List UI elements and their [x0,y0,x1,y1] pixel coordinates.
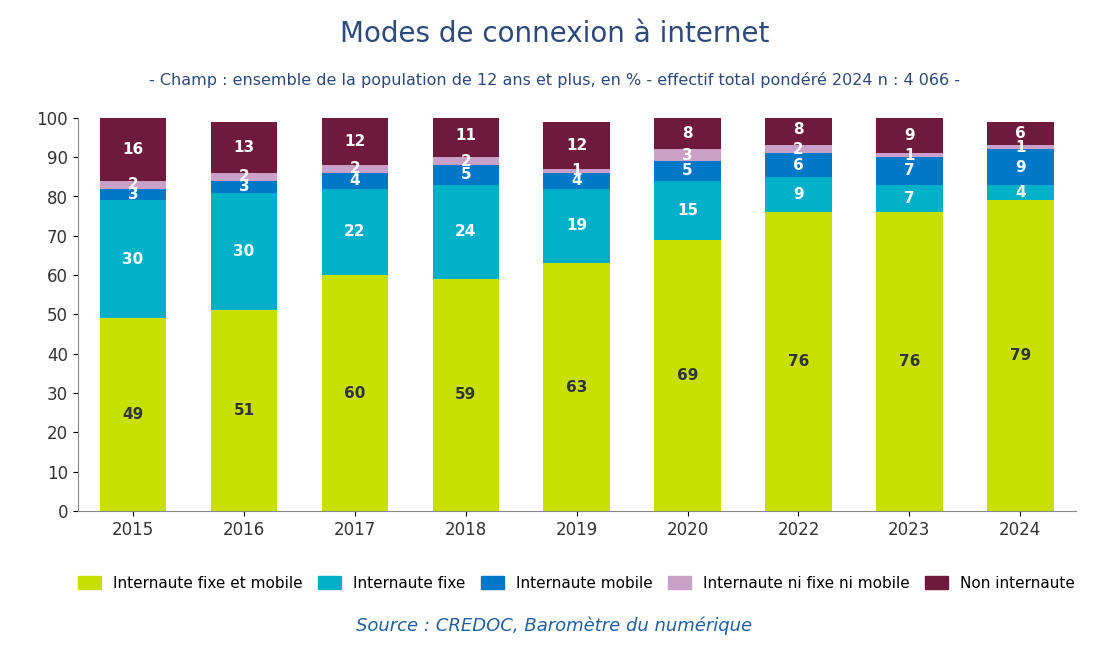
Text: 9: 9 [904,128,915,143]
Bar [543,189,610,263]
Bar [876,212,943,511]
Text: 16: 16 [122,142,144,157]
Text: 30: 30 [122,252,144,267]
Bar [876,118,943,153]
Text: 12: 12 [566,138,588,153]
Bar [765,114,832,145]
Text: 3: 3 [238,179,250,194]
Bar [100,181,166,189]
Bar [433,279,499,511]
Bar [322,118,388,165]
Bar [987,149,1054,185]
Text: 76: 76 [787,354,810,369]
Text: - Champ : ensemble de la population de 12 ans et plus, en % - effectif total pon: - Champ : ensemble de la population de 1… [149,72,960,88]
Text: 6: 6 [793,158,804,172]
Text: 22: 22 [344,225,366,239]
Bar [100,189,166,200]
Text: 4: 4 [1015,185,1026,200]
Text: 2: 2 [128,178,139,192]
Bar [433,157,499,165]
Text: 79: 79 [1009,348,1031,363]
Bar [322,165,388,173]
Text: 5: 5 [460,168,471,182]
Text: 2: 2 [460,154,471,168]
Text: 2: 2 [793,142,804,157]
Bar [211,310,277,511]
Text: 4: 4 [349,174,360,188]
Bar [433,114,499,157]
Text: 4: 4 [571,174,582,188]
Bar [654,118,721,149]
Bar [543,122,610,169]
Text: 1: 1 [1015,140,1026,155]
Bar [765,212,832,511]
Bar [543,173,610,189]
Text: 9: 9 [1015,160,1026,174]
Bar [876,185,943,212]
Text: 30: 30 [233,244,255,259]
Bar [211,122,277,173]
Bar [765,153,832,177]
Text: 76: 76 [898,354,920,369]
Text: 6: 6 [1015,126,1026,141]
Bar [211,173,277,181]
Bar [765,177,832,212]
Bar [433,165,499,185]
Bar [876,153,943,157]
Text: 60: 60 [344,386,366,400]
Text: 3: 3 [128,187,139,202]
Bar [100,118,166,181]
Text: Modes de connexion à internet: Modes de connexion à internet [339,20,770,48]
Bar [322,189,388,275]
Text: 5: 5 [682,164,693,178]
Bar [987,122,1054,145]
Text: 8: 8 [682,126,693,141]
Text: 59: 59 [455,388,477,402]
Bar [987,145,1054,149]
Bar [433,185,499,279]
Text: 1: 1 [571,164,582,178]
Text: 2: 2 [238,170,250,184]
Text: 12: 12 [344,134,366,149]
Bar [322,275,388,511]
Text: 1: 1 [904,148,915,162]
Text: 51: 51 [233,403,255,418]
Bar [654,161,721,181]
Text: 15: 15 [676,203,699,217]
Legend: Internaute fixe et mobile, Internaute fixe, Internaute mobile, Internaute ni fix: Internaute fixe et mobile, Internaute fi… [72,570,1081,597]
Bar [211,181,277,193]
Bar [654,240,721,511]
Text: 3: 3 [682,148,693,162]
Text: 8: 8 [793,122,804,137]
Text: 19: 19 [566,219,588,233]
Text: 49: 49 [122,407,144,422]
Bar [765,145,832,153]
Bar [987,200,1054,511]
Bar [322,173,388,189]
Text: 7: 7 [904,191,915,206]
Bar [543,169,610,173]
Bar [100,318,166,511]
Bar [654,149,721,161]
Text: 24: 24 [455,225,477,239]
Text: Source : CREDOC, Baromètre du numérique: Source : CREDOC, Baromètre du numérique [356,617,753,635]
Text: 11: 11 [456,128,476,143]
Bar [654,181,721,240]
Text: 2: 2 [349,162,360,176]
Text: 69: 69 [676,368,699,383]
Bar [876,157,943,185]
Bar [211,193,277,310]
Text: 13: 13 [233,140,255,155]
Bar [987,185,1054,200]
Text: 9: 9 [793,187,804,202]
Bar [543,263,610,511]
Bar [100,200,166,318]
Text: 63: 63 [566,380,588,394]
Text: 7: 7 [904,164,915,178]
